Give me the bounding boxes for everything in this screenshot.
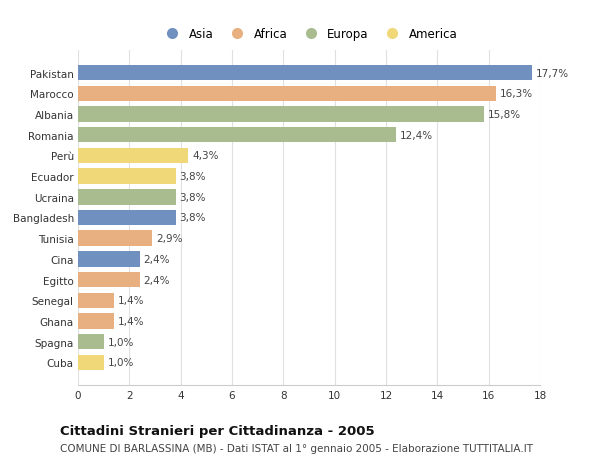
Bar [78, 210, 176, 226]
Bar [78, 148, 188, 164]
Text: 2,4%: 2,4% [143, 254, 170, 264]
Bar [78, 313, 114, 329]
Text: 1,4%: 1,4% [118, 316, 144, 326]
Text: 3,8%: 3,8% [179, 213, 206, 223]
Text: 1,4%: 1,4% [118, 296, 144, 306]
Text: 4,3%: 4,3% [192, 151, 219, 161]
Text: 1,0%: 1,0% [107, 337, 134, 347]
Bar [78, 66, 532, 81]
Bar [78, 272, 140, 288]
Bar [78, 293, 114, 308]
Text: COMUNE DI BARLASSINA (MB) - Dati ISTAT al 1° gennaio 2005 - Elaborazione TUTTITA: COMUNE DI BARLASSINA (MB) - Dati ISTAT a… [60, 443, 533, 453]
Bar [78, 86, 496, 102]
Text: 2,4%: 2,4% [143, 275, 170, 285]
Bar [78, 128, 396, 143]
Text: 3,8%: 3,8% [179, 172, 206, 182]
Text: 16,3%: 16,3% [500, 89, 533, 99]
Text: 12,4%: 12,4% [400, 130, 433, 140]
Text: 15,8%: 15,8% [487, 110, 521, 120]
Bar [78, 231, 152, 246]
Bar [78, 190, 176, 205]
Bar [78, 169, 176, 185]
Bar [78, 334, 104, 350]
Text: 17,7%: 17,7% [536, 68, 569, 78]
Bar [78, 107, 484, 123]
Legend: Asia, Africa, Europa, America: Asia, Africa, Europa, America [155, 23, 463, 45]
Text: 3,8%: 3,8% [179, 192, 206, 202]
Text: Cittadini Stranieri per Cittadinanza - 2005: Cittadini Stranieri per Cittadinanza - 2… [60, 424, 374, 437]
Text: 1,0%: 1,0% [107, 358, 134, 368]
Text: 2,9%: 2,9% [156, 234, 183, 244]
Bar [78, 355, 104, 370]
Bar [78, 252, 140, 267]
